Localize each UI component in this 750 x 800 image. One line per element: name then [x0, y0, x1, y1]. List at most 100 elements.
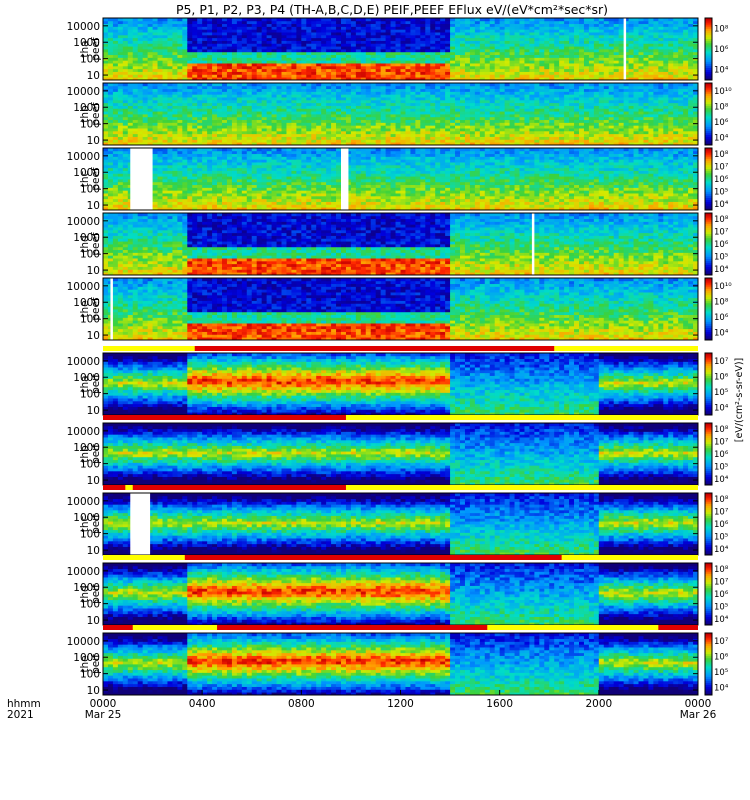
spectrogram-cell [247, 103, 252, 106]
spectrogram-cell [143, 74, 148, 77]
spectrogram-cell [440, 63, 445, 66]
spectrogram-cell [386, 89, 391, 92]
spectrogram-cell [351, 134, 356, 137]
spectrogram-cell [267, 66, 272, 69]
spectrogram-cell [242, 114, 247, 117]
spectrogram-cell [405, 32, 410, 35]
spectrogram-cell [624, 117, 629, 120]
spectrogram-cell [465, 91, 470, 94]
spectrogram-cell [490, 60, 495, 63]
spectrogram-cell [415, 86, 420, 89]
spectrogram-cell [197, 38, 202, 41]
spectrogram-cell [177, 94, 182, 97]
spectrogram-cell [133, 91, 138, 94]
spectrogram-cell [148, 103, 153, 106]
spectrogram-cell [490, 57, 495, 60]
spectrogram-cell [153, 41, 158, 44]
spectrogram-cell [217, 128, 222, 131]
spectrogram-cell [331, 26, 336, 29]
spectrogram-cell [410, 137, 415, 140]
spectrogram-cell [371, 125, 376, 128]
spectrogram-cell [599, 111, 604, 114]
spectrogram-cell [286, 114, 291, 117]
spectrogram-cell [172, 103, 177, 106]
spectrogram-cell [435, 114, 440, 117]
spectrogram-cell [381, 41, 386, 44]
spectrogram-cell [619, 134, 624, 137]
spectrogram-cell [227, 46, 232, 49]
spectrogram-cell [599, 26, 604, 29]
spectrogram-cell [529, 100, 534, 103]
spectrogram-cell [614, 26, 619, 29]
spectrogram-cell [296, 100, 301, 103]
spectrogram-cell [262, 24, 267, 27]
spectrogram-cell [376, 108, 381, 111]
spectrogram-cell [619, 38, 624, 41]
spectrogram-cell [688, 72, 693, 75]
spectrogram-cell [163, 103, 168, 106]
spectrogram-cell [490, 97, 495, 100]
spectrogram-cell [584, 125, 589, 128]
spectrogram-cell [470, 74, 475, 77]
spectrogram-cell [609, 38, 614, 41]
spectrogram-cell [500, 72, 505, 75]
spectrogram-cell [252, 66, 257, 69]
spectrogram-cell [524, 32, 529, 35]
spectrogram-cell [386, 125, 391, 128]
spectrogram-cell [277, 26, 282, 29]
spectrogram-cell [495, 52, 500, 55]
spectrogram-cell [564, 134, 569, 137]
spectrogram-cell [386, 122, 391, 125]
spectrogram-cell [331, 21, 336, 24]
spectrogram-cell [306, 49, 311, 52]
spectrogram-cell [143, 131, 148, 134]
spectrogram-cell [291, 131, 296, 134]
spectrogram-cell [584, 108, 589, 111]
spectrogram-cell [237, 32, 242, 35]
spectrogram-cell [634, 66, 639, 69]
spectrogram-cell [291, 108, 296, 111]
spectrogram-cell [425, 74, 430, 77]
spectrogram-cell [480, 52, 485, 55]
spectrogram-cell [123, 103, 128, 106]
spectrogram-cell [435, 29, 440, 32]
spectrogram-cell [430, 32, 435, 35]
spectrogram-cell [589, 86, 594, 89]
spectrogram-cell [505, 100, 510, 103]
spectrogram-cell [539, 111, 544, 114]
spectrogram-cell [485, 128, 490, 131]
spectrogram-cell [222, 41, 227, 44]
spectrogram-cell [128, 120, 133, 123]
spectrogram-cell [435, 86, 440, 89]
spectrogram-cell [470, 43, 475, 46]
spectrogram-cell [177, 29, 182, 32]
spectrogram-cell [584, 137, 589, 140]
spectrogram-cell [356, 60, 361, 63]
spectrogram-cell [564, 66, 569, 69]
spectrogram-cell [440, 86, 445, 89]
spectrogram-cell [242, 60, 247, 63]
spectrogram-cell [386, 72, 391, 75]
spectrogram-cell [376, 49, 381, 52]
spectrogram-cell [306, 128, 311, 131]
spectrogram-cell [182, 137, 187, 140]
spectrogram-cell [589, 63, 594, 66]
spectrogram-cell [336, 108, 341, 111]
spectrogram-cell [103, 52, 108, 55]
spectrogram-cell [386, 114, 391, 117]
spectrogram-cell [544, 137, 549, 140]
spectrogram-cell [524, 46, 529, 49]
spectrogram-cell [554, 38, 559, 41]
spectrogram-cell [559, 38, 564, 41]
spectrogram-cell [505, 134, 510, 137]
spectrogram-cell [614, 100, 619, 103]
spectrogram-cell [282, 137, 287, 140]
spectrogram-cell [331, 60, 336, 63]
spectrogram-cell [282, 103, 287, 106]
spectrogram-cell [158, 41, 163, 44]
spectrogram-cell [673, 49, 678, 52]
spectrogram-cell [465, 29, 470, 32]
spectrogram-cell [232, 57, 237, 60]
spectrogram-cell [490, 91, 495, 94]
spectrogram-cell [435, 46, 440, 49]
